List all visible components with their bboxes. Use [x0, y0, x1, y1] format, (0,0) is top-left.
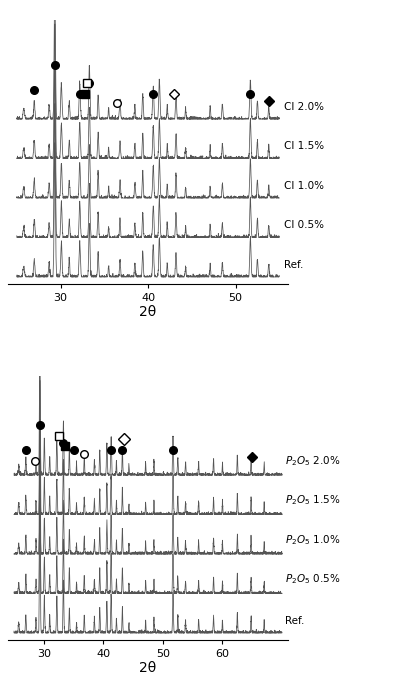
Text: $P_2O_5$ 1.0%: $P_2O_5$ 1.0%	[285, 533, 340, 547]
Text: $P_2O_5$ 1.5%: $P_2O_5$ 1.5%	[285, 494, 340, 507]
X-axis label: 2θ: 2θ	[139, 304, 157, 319]
Text: Cl 1.0%: Cl 1.0%	[284, 181, 324, 191]
Text: $P_2O_5$ 0.5%: $P_2O_5$ 0.5%	[285, 573, 340, 586]
Text: $P_2O_5$ 2.0%: $P_2O_5$ 2.0%	[285, 454, 340, 468]
Text: Ref.: Ref.	[285, 616, 304, 626]
Text: Ref.: Ref.	[284, 259, 303, 270]
Text: Cl 2.0%: Cl 2.0%	[284, 102, 324, 112]
Text: Cl 0.5%: Cl 0.5%	[284, 221, 324, 230]
Text: Cl 1.5%: Cl 1.5%	[284, 142, 324, 151]
X-axis label: 2θ: 2θ	[139, 661, 157, 675]
